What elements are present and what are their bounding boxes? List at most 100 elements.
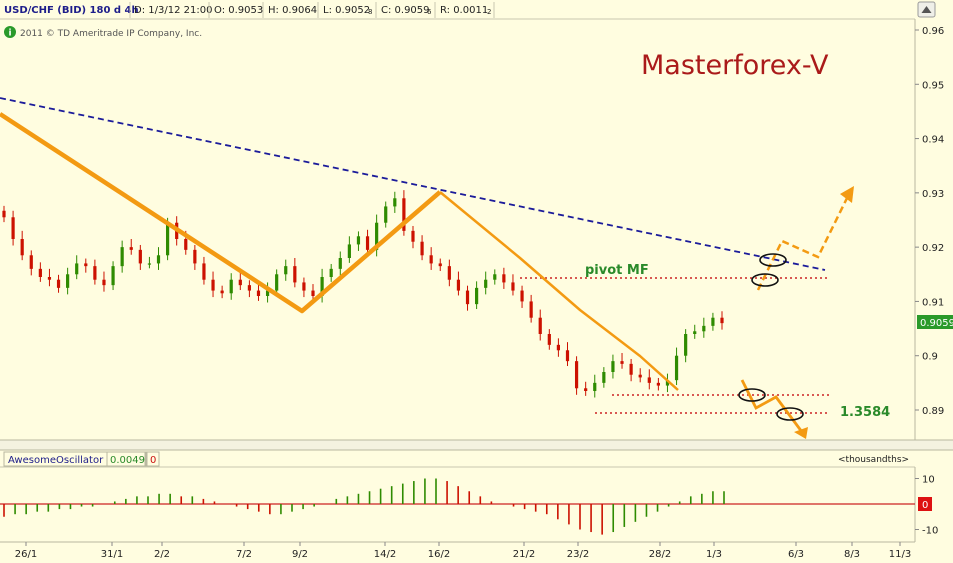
candle-body (547, 334, 551, 345)
close-fraction: 6 (427, 8, 432, 16)
oscillator-tick-label: 10 (922, 475, 935, 486)
candle-body (465, 290, 470, 305)
candle-body (375, 222, 379, 250)
candle-body (75, 263, 79, 275)
price-axis: 0.96 0.95 0.94 0.93 0.92 0.91 0.9 0.89 (915, 26, 944, 417)
candle-body (284, 266, 288, 275)
candle-body (629, 363, 633, 375)
candle-body (211, 279, 215, 291)
candle-body (120, 247, 124, 267)
candle-body (429, 255, 433, 264)
candle-body (620, 361, 624, 364)
info-circle-icon: i (4, 26, 16, 39)
time-tick-label: 8/3 (844, 549, 860, 560)
watermark-title: Masterforex-V (641, 50, 829, 81)
time-tick-label: 16/2 (428, 549, 450, 560)
candle-body (229, 279, 233, 294)
candle-body (684, 334, 688, 356)
marker-ellipse (776, 407, 804, 421)
low-readout: L: 0.9052 (323, 5, 370, 16)
candle-body (66, 274, 70, 288)
time-tick-label: 11/3 (889, 549, 911, 560)
candle-body (393, 198, 397, 207)
candle-body (29, 255, 33, 269)
time-tick-label: 2/2 (154, 549, 170, 560)
price-tick-label: 0.95 (922, 80, 944, 91)
candle-body (111, 266, 115, 286)
range-readout: R: 0.0011 (440, 5, 488, 16)
candle-body (129, 247, 133, 250)
candle-body (593, 382, 597, 391)
candle-body (93, 266, 97, 280)
candle-body (329, 268, 333, 277)
blue-trendline (0, 97, 826, 271)
candle-body (420, 241, 424, 256)
time-tick-label: 23/2 (567, 549, 589, 560)
marker-ellipse (738, 388, 766, 402)
projection-up-arrowhead (840, 186, 854, 203)
candle-body (256, 290, 261, 296)
time-tick-label: 9/2 (292, 549, 308, 560)
price-tick-label: 0.92 (922, 243, 944, 254)
candle-body (220, 290, 224, 294)
candle-body (656, 382, 660, 386)
candle-body (320, 277, 324, 296)
symbol-label: USD/CHF (BID) 180 d 4h (4, 5, 139, 16)
candle-body (20, 239, 24, 256)
candle-body (311, 290, 315, 296)
candle-body (247, 285, 251, 291)
oscillator-tick-label: -10 (922, 526, 938, 537)
candle-body (347, 244, 351, 258)
time-tick-label: 1/3 (706, 549, 722, 560)
svg-text:AwesomeOscillator: AwesomeOscillator (8, 455, 104, 466)
svg-text:i: i (8, 29, 11, 39)
candle-body (338, 258, 342, 269)
price-tick-label: 0.91 (922, 297, 944, 308)
price-tick-label: 0.89 (922, 406, 944, 417)
candle-body (365, 236, 370, 250)
candle-body (511, 282, 515, 291)
svg-text:0: 0 (922, 500, 928, 511)
candle-body (184, 239, 188, 250)
time-tick-label: 28/2 (649, 549, 671, 560)
time-tick-label: 26/1 (15, 549, 37, 560)
candle-body (475, 287, 479, 305)
open-readout: O: 0.9053 (214, 5, 263, 16)
candle-body (147, 263, 152, 265)
time-tick-label: 21/2 (513, 549, 535, 560)
candle-body (702, 325, 706, 332)
candle-body (302, 282, 306, 291)
candle-body (565, 350, 570, 362)
candle-body (384, 206, 388, 223)
candle-body (693, 331, 697, 334)
price-tick-label: 0.96 (922, 26, 944, 37)
candle-body (493, 274, 497, 280)
candle-body (275, 274, 279, 291)
candle-body (638, 374, 642, 378)
candle-body (556, 344, 561, 351)
svg-text:0: 0 (150, 455, 156, 466)
pivot-label: pivot MF (585, 263, 649, 278)
orange-pattern-right (439, 191, 679, 391)
time-axis: 26/1 31/1 2/2 7/2 9/2 14/2 16/2 21/2 23/2 28/2 1/3… (15, 542, 911, 560)
time-tick-label: 7/2 (236, 549, 252, 560)
candle-body (484, 279, 488, 288)
projection-down-arrowhead (794, 427, 808, 439)
candle-body (402, 198, 406, 231)
copyright-text: 2011 © TD Ameritrade IP Company, Inc. (20, 29, 202, 39)
oscillator-axis: 10 -10 (915, 475, 938, 537)
last-price-badge: 0.9059 (917, 315, 953, 329)
price-tick-label: 0.9 (922, 352, 938, 363)
orange-pattern-left (0, 112, 442, 314)
candle-body (265, 290, 270, 296)
candle-body (584, 388, 588, 391)
close-readout: C: 0.9059 (381, 5, 430, 16)
marker-ellipse (759, 253, 787, 267)
time-tick-label: 14/2 (374, 549, 396, 560)
scroll-up-icon[interactable] (917, 1, 936, 18)
oscillator-units: <thousandths> (838, 455, 909, 465)
candle-body (165, 222, 170, 256)
candle-body (138, 249, 142, 264)
candle-body (456, 279, 461, 291)
